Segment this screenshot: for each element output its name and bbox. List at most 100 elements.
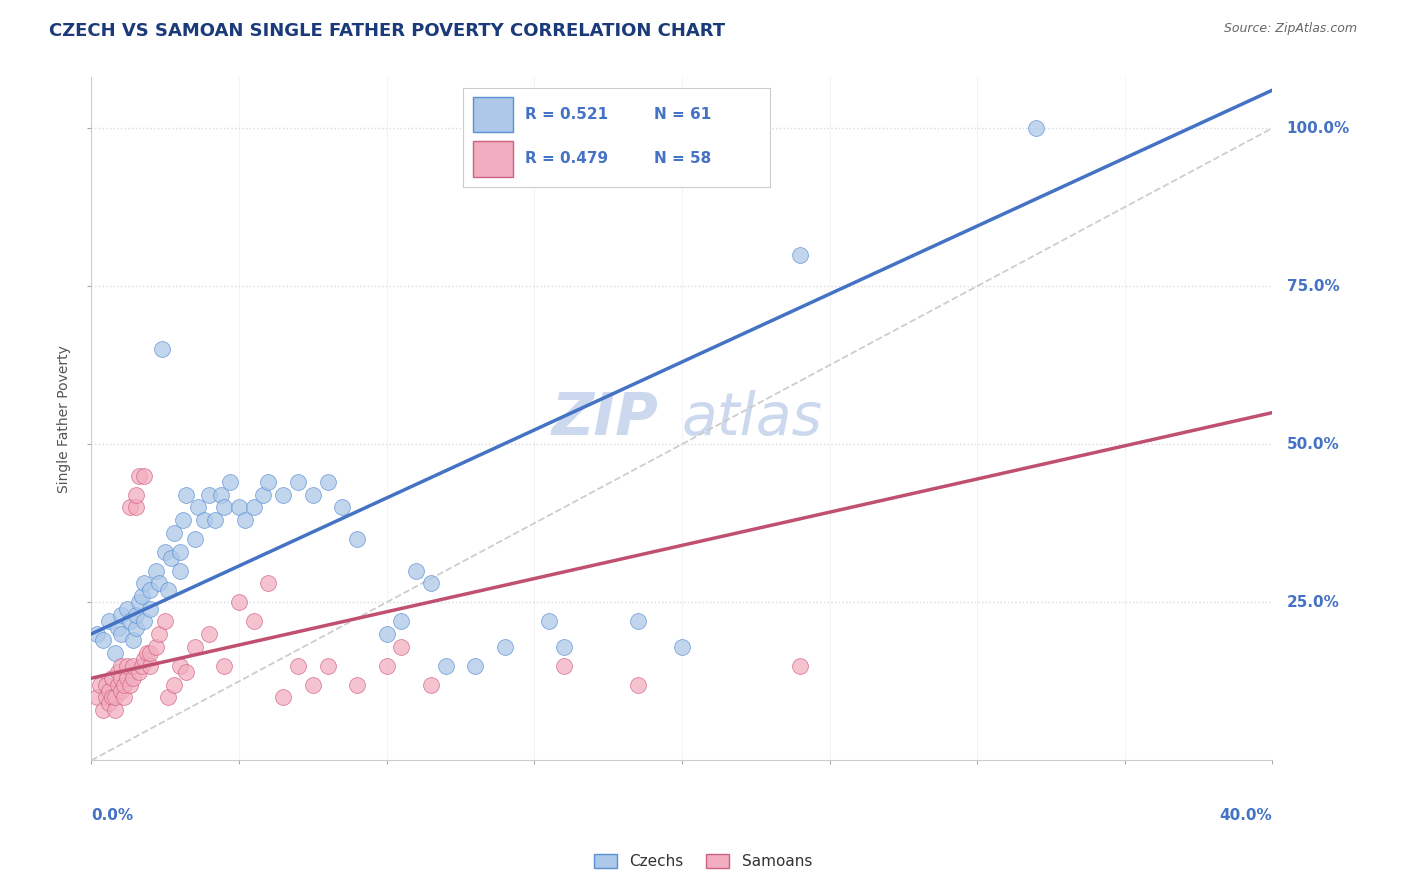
Text: 100.0%: 100.0% (1286, 120, 1350, 136)
Point (346, 677, 368, 691)
Point (228, 500, 250, 515)
Point (98, 615, 121, 629)
Point (789, 247, 811, 261)
Text: atlas: atlas (682, 391, 823, 448)
Point (112, 690, 135, 705)
Point (115, 671, 138, 685)
Point (110, 683, 132, 698)
Point (157, 582, 180, 597)
Point (169, 564, 191, 578)
Point (115, 658, 138, 673)
Point (139, 582, 162, 597)
Point (148, 627, 170, 641)
Point (464, 658, 486, 673)
Point (193, 513, 215, 527)
Point (316, 658, 339, 673)
Point (110, 627, 132, 641)
Point (1025, 121, 1047, 136)
Y-axis label: Single Father Poverty: Single Father Poverty (58, 345, 72, 493)
Point (121, 671, 143, 685)
Point (287, 658, 309, 673)
Point (136, 646, 159, 660)
Text: ZIP: ZIP (551, 391, 658, 448)
Point (316, 475, 339, 490)
Point (131, 589, 153, 603)
Point (134, 468, 156, 483)
Point (104, 703, 127, 717)
Point (139, 646, 162, 660)
Point (789, 658, 811, 673)
Point (115, 601, 138, 615)
Point (86, 690, 108, 705)
Point (419, 576, 441, 591)
Point (671, 640, 693, 654)
Point (242, 500, 264, 515)
Point (112, 677, 135, 691)
Point (128, 665, 150, 679)
Point (145, 640, 167, 654)
Point (91, 703, 114, 717)
Point (434, 658, 457, 673)
Text: Source: ZipAtlas.com: Source: ZipAtlas.com (1223, 22, 1357, 36)
Point (626, 677, 648, 691)
Point (626, 615, 648, 629)
Point (375, 658, 398, 673)
Point (91, 633, 114, 648)
Point (163, 677, 186, 691)
Text: CZECH VS SAMOAN SINGLE FATHER POVERTY CORRELATION CHART: CZECH VS SAMOAN SINGLE FATHER POVERTY CO… (49, 22, 725, 40)
Point (389, 615, 412, 629)
Point (257, 475, 280, 490)
Point (198, 488, 221, 502)
Point (118, 615, 141, 629)
Point (86, 627, 108, 641)
Point (198, 627, 221, 641)
Point (110, 658, 132, 673)
Text: 25.0%: 25.0% (1286, 595, 1340, 610)
Point (301, 488, 323, 502)
Point (134, 615, 156, 629)
Point (118, 500, 141, 515)
Point (553, 640, 575, 654)
Text: 50.0%: 50.0% (1286, 437, 1340, 451)
Point (169, 545, 191, 559)
Point (118, 677, 141, 691)
Point (375, 627, 398, 641)
Point (134, 652, 156, 666)
Point (101, 671, 124, 685)
Point (174, 665, 197, 679)
Point (252, 488, 274, 502)
Point (494, 640, 516, 654)
Point (121, 633, 143, 648)
Text: 40.0%: 40.0% (1220, 808, 1272, 823)
Point (287, 475, 309, 490)
Point (405, 564, 427, 578)
Point (139, 658, 162, 673)
Point (553, 658, 575, 673)
Point (330, 500, 353, 515)
Point (150, 343, 173, 357)
Point (104, 690, 127, 705)
Point (94, 677, 117, 691)
Point (160, 551, 183, 566)
Point (145, 564, 167, 578)
Point (98, 683, 121, 698)
Point (101, 690, 124, 705)
Point (110, 671, 132, 685)
Point (148, 576, 170, 591)
Point (89, 677, 111, 691)
Point (124, 500, 146, 515)
Point (174, 488, 197, 502)
Point (107, 621, 129, 635)
Point (128, 468, 150, 483)
Legend: Czechs, Samoans: Czechs, Samoans (588, 848, 818, 875)
Point (346, 532, 368, 546)
Point (157, 690, 180, 705)
Point (233, 513, 256, 527)
Point (257, 576, 280, 591)
Point (104, 646, 127, 660)
Point (139, 601, 162, 615)
Point (183, 532, 205, 546)
Point (212, 658, 235, 673)
Point (271, 690, 294, 705)
Point (204, 513, 226, 527)
